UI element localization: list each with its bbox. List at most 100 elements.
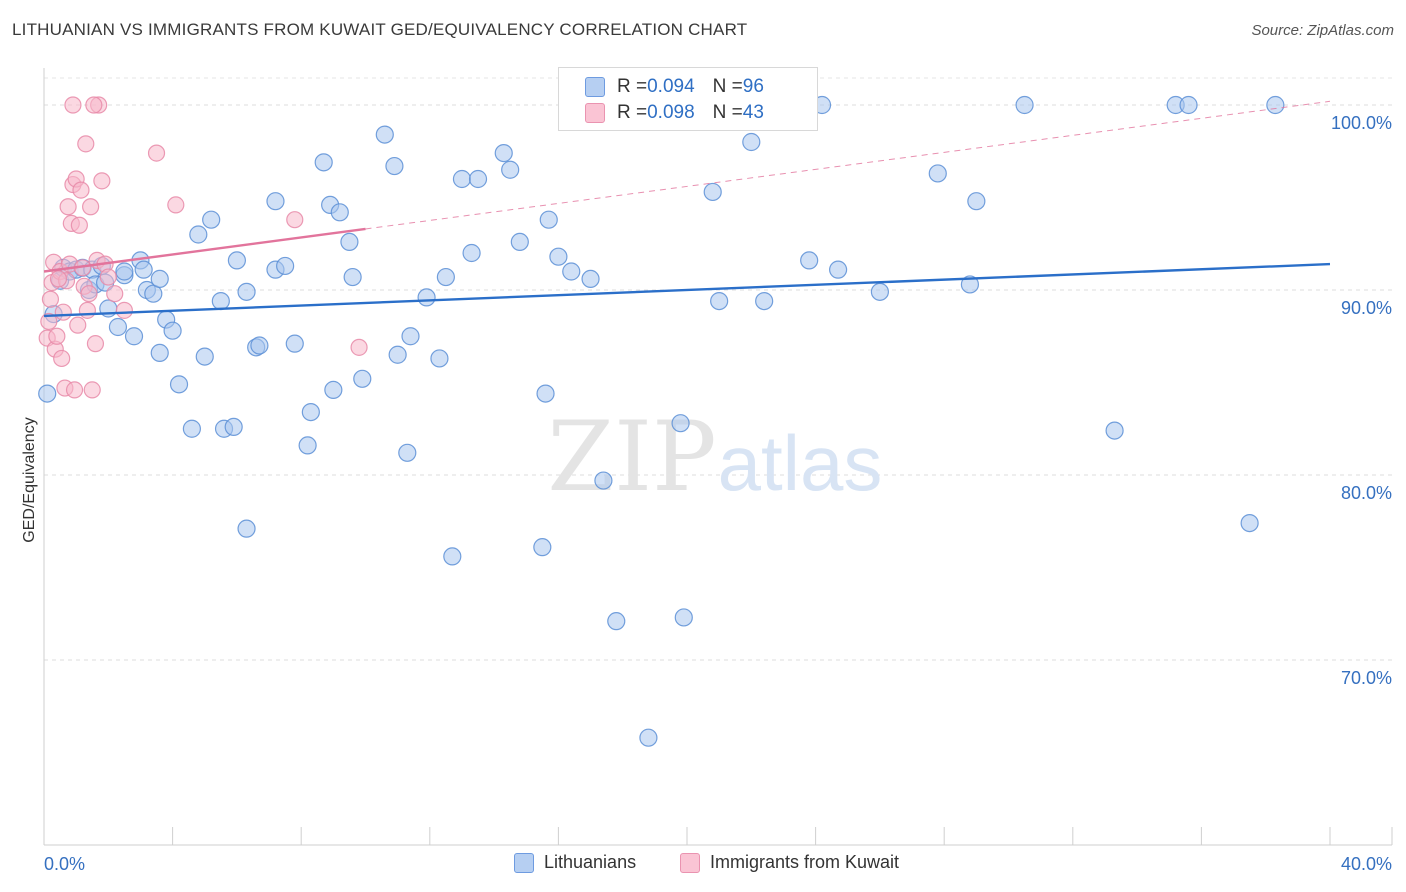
x-tick-label: 40.0% [1341,854,1392,874]
kuwait-point [59,198,77,216]
kuwait-point [93,172,111,190]
lithuanians-point [150,269,169,288]
legend-item-kuwait[interactable]: Immigrants from Kuwait [680,852,899,873]
y-tick-label: 80.0% [1341,483,1392,503]
lithuanians-point [314,153,333,172]
lithuanians-point [960,275,980,294]
lithuanians-point [510,232,529,251]
stats-row-lithuanians: R = 0.094 N = 96 [585,74,764,100]
lithuanians-point [468,169,488,189]
kuwait-point [53,349,71,368]
kuwait-point [78,301,97,319]
kuwait-point [147,144,166,162]
kuwait-point [106,285,124,303]
stats-swatch-pink [585,103,605,123]
bottom-legend: Lithuanians Immigrants from Kuwait [0,852,1406,878]
lithuanians-point [266,192,285,211]
stats-legend: R = 0.094 N = 96 R = 0.098 N = 43 [558,67,818,131]
lithuanians-point [343,267,362,287]
legend-swatch-blue [514,852,534,873]
lithuanians-point [115,262,134,281]
lithuanians-point [285,334,304,353]
lithuanians-point [1266,95,1285,115]
axes [43,68,1393,846]
lithuanians-point [189,225,208,244]
watermark: ZIP atlas [547,401,882,513]
kuwait-point [286,211,304,229]
lithuanians-point [742,132,761,152]
lithuanians-point [462,243,481,263]
watermark-atlas: atlas [718,419,883,507]
kuwait-point [48,327,66,345]
lithuanians-point [562,262,581,281]
y-tick-label: 100.0% [1331,113,1392,133]
legend-item-lithuanians[interactable]: Lithuanians [514,852,636,873]
lithuanians-point [385,156,404,176]
lithuanians-point [417,288,436,307]
legend-label-lithuanians: Lithuanians [544,852,637,872]
stats-n-value: 96 [742,76,764,97]
lithuanians-point [1105,421,1124,440]
lithuanians-point [928,164,947,183]
lithuanians-point [800,251,819,270]
lithuanians-point [436,267,455,287]
stats-n-value: 43 [742,102,764,123]
trend-lines [43,100,1331,318]
kuwait-point [69,316,87,334]
lithuanians-point [1015,95,1034,115]
lithuanians-point [224,417,243,436]
lithuanians-point [501,160,520,179]
lithuanians-point [710,292,729,311]
kuwait-point [49,270,68,288]
lithuanians-point [674,608,693,627]
lithuanians-point [755,292,774,311]
kuwait-point [70,216,88,234]
lithuanians-point [250,336,269,355]
lithuanians-point [549,247,568,266]
lithuanians-point [324,380,343,399]
gridlines [44,77,1392,661]
kuwait-point [99,268,117,286]
stats-r-value: 0.098 [647,102,695,123]
kuwait-point [86,335,105,353]
kuwait-trend-line [43,227,366,273]
lithuanians-point [134,260,153,279]
lithuanians-point [237,519,256,538]
kuwait-point [350,338,368,356]
lithuanians-point [124,327,144,346]
stats-r-label: R = [617,76,648,97]
chart-title: LITHUANIAN VS IMMIGRANTS FROM KUWAIT GED… [12,20,748,39]
lithuanians-point [237,282,256,301]
kuwait-trend-extension [365,100,1331,230]
lithuanians-point [163,321,182,340]
kuwait-point [72,181,90,199]
y-tick-label: 70.0% [1341,668,1392,688]
lithuanians-point [202,210,221,229]
lithuanians-point [967,192,986,211]
lithuanians-point [276,256,295,276]
kuwait-point [77,135,95,153]
lithuanians-point [150,343,169,362]
kuwait-points [38,96,368,399]
lithuanians-point [169,375,189,394]
lithuanians-point [829,260,848,279]
lithuanians-point [1240,513,1259,533]
stats-n-label: N = [712,76,743,97]
lithuanians-point [298,436,317,455]
lithuanians-point [536,384,555,403]
stats-r-label: R = [617,102,648,123]
stats-n-label: N = [712,102,743,123]
lithuanians-point [375,125,394,144]
x-tick-label: 0.0% [44,854,85,874]
lithuanians-point [581,269,600,288]
lithuanians-point [671,414,690,433]
tick-labels: 70.0% 80.0% 90.0% 100.0% 0.0% 40.0% [44,113,1392,874]
lithuanians-point [494,144,513,163]
lithuanians-point [1179,95,1198,115]
kuwait-point [115,301,133,319]
lithuanians-point [388,345,407,364]
kuwait-point [64,96,82,114]
lithuanians-point [353,369,372,388]
lithuanians-point [340,232,359,251]
